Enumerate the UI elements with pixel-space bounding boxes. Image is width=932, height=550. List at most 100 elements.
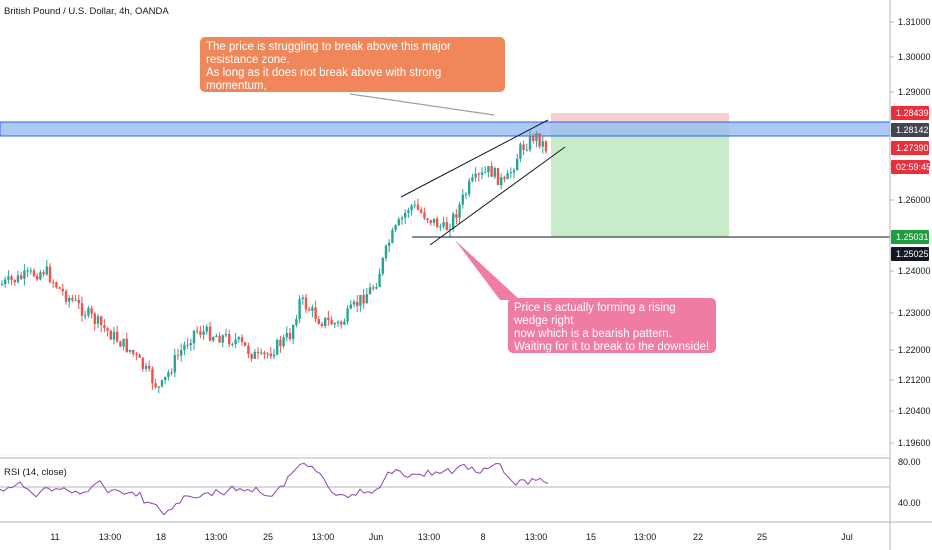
candle-body	[388, 242, 391, 246]
candle-body	[272, 354, 276, 357]
candle-body	[384, 245, 388, 259]
candle-body	[429, 220, 432, 223]
resistance-note-line-3: this pair is still going down!	[206, 93, 343, 105]
candle-body	[80, 303, 84, 316]
symbol-title[interactable]: British Pound / U.S. Dollar, 4h, OANDA	[4, 6, 169, 17]
candle-body	[128, 349, 132, 352]
candle-body	[61, 288, 64, 292]
candle-body	[263, 352, 266, 355]
candle-body	[413, 204, 416, 206]
candle-body	[317, 319, 320, 324]
candle-body	[244, 342, 247, 346]
candle-body	[106, 328, 109, 331]
candlestick-series	[0, 130, 548, 394]
candle-body	[23, 270, 26, 279]
candle-body	[71, 297, 74, 301]
candle-body	[266, 353, 269, 355]
time-axis-label: 13:00	[205, 532, 228, 542]
candle-body	[164, 376, 167, 381]
wedge-lower-trendline[interactable]	[429, 146, 566, 246]
candle-body	[32, 270, 36, 277]
price-axis-label: 1.20400	[898, 406, 931, 416]
candle-body	[493, 168, 496, 177]
candle-body	[311, 307, 314, 311]
candle-body	[58, 287, 61, 289]
wedge-note-line-1: Price is actually forming a rising wedge…	[514, 302, 676, 327]
candle-body	[343, 321, 346, 325]
candle-body	[167, 372, 170, 377]
candle-body	[301, 297, 304, 300]
candle-body	[516, 158, 519, 171]
candle-body	[285, 332, 288, 338]
candle-body	[74, 299, 77, 301]
price-axis-label: 1.30000	[898, 52, 931, 62]
candle-body	[247, 345, 250, 355]
candle-body	[224, 334, 228, 336]
candle-body	[55, 282, 58, 288]
price-axis-label: 1.24000	[898, 266, 931, 276]
candle-body	[356, 301, 359, 306]
price-axis-label: 1.19600	[898, 438, 931, 448]
candle-body	[109, 330, 112, 340]
wedge-upper-trendline[interactable]	[400, 119, 549, 198]
resistance-note-line-1: The price is struggling to break above t…	[206, 41, 451, 66]
candle-body	[148, 365, 151, 369]
price-tag: 02:59:45	[891, 160, 931, 174]
candle-body	[410, 205, 413, 211]
rsi-axis-label: 40.00	[898, 498, 921, 508]
candle-body	[352, 301, 356, 305]
candle-body	[445, 222, 448, 231]
candle-body	[340, 321, 343, 325]
wedge-note-pointer	[455, 240, 520, 300]
candle-body	[208, 326, 212, 341]
candle-body	[298, 299, 301, 320]
candle-body	[420, 209, 423, 213]
candle-body	[269, 353, 272, 357]
price-axis-label: 1.22000	[898, 345, 931, 355]
candle-body	[228, 334, 231, 345]
candle-body	[442, 222, 445, 227]
candle-body	[276, 339, 279, 355]
candle-body	[282, 337, 285, 347]
candle-body	[359, 294, 362, 306]
candle-body	[452, 213, 455, 230]
resistance-zone[interactable]	[0, 121, 891, 137]
candle-body	[192, 330, 196, 344]
candle-body	[522, 144, 525, 151]
candle-body	[256, 351, 260, 354]
time-axis-label: 15	[586, 532, 596, 542]
candle-body	[314, 307, 317, 320]
svg-text:02:59:45: 02:59:45	[896, 162, 931, 172]
candle-body	[77, 299, 80, 304]
candle-body	[535, 133, 538, 141]
rsi-axis-label: 80.00	[898, 457, 921, 467]
time-axis-label: 13:00	[418, 532, 441, 542]
price-tag: 1.28142	[891, 123, 929, 137]
price-tag: 1.27390	[891, 141, 929, 155]
candle-body	[36, 276, 39, 280]
candle-body	[151, 368, 154, 384]
wedge-note[interactable]: Price is actually forming a rising wedge…	[508, 298, 716, 353]
candle-body	[324, 317, 327, 326]
candle-body	[253, 351, 256, 359]
time-axis-label: 25	[757, 532, 767, 542]
candle-body	[196, 330, 199, 332]
candle-body	[381, 258, 384, 274]
candle-body	[346, 308, 349, 322]
candle-body	[455, 213, 458, 218]
rsi-indicator-label[interactable]: RSI (14, close)	[4, 467, 67, 478]
candle-body	[138, 354, 141, 358]
take-profit-zone[interactable]	[551, 125, 729, 237]
candle-body	[461, 194, 464, 205]
candle-body	[333, 323, 336, 325]
time-axis-label: Jul	[841, 532, 853, 542]
svg-text:1.28439: 1.28439	[896, 108, 929, 118]
candle-body	[100, 316, 103, 326]
candle-body	[170, 372, 173, 374]
candle-body	[141, 357, 144, 369]
candle-body	[308, 309, 311, 311]
resistance-note[interactable]: The price is struggling to break above t…	[200, 37, 505, 105]
candle-body	[487, 166, 490, 173]
candle-body	[538, 133, 541, 147]
